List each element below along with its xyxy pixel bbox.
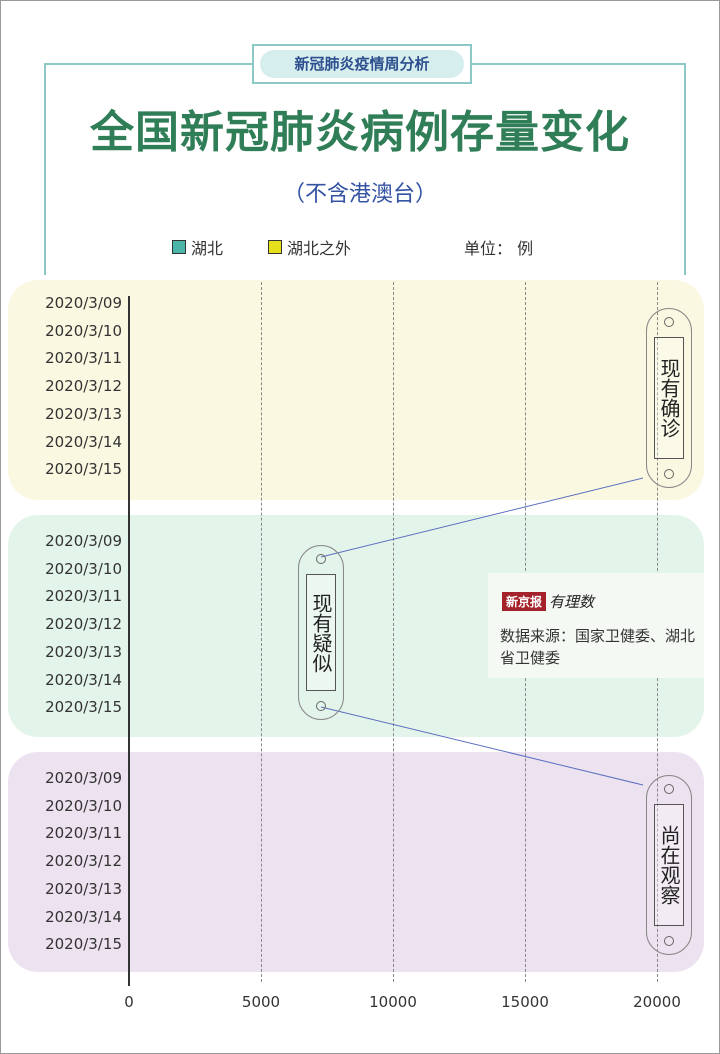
panel-confirmed bbox=[8, 280, 704, 500]
series-tag: 新冠肺炎疫情周分析 bbox=[252, 44, 472, 84]
y-tick-label: 2020/3/10 bbox=[45, 559, 122, 578]
legend-swatch-hubei bbox=[172, 240, 186, 254]
y-tick-label: 2020/3/12 bbox=[45, 377, 122, 396]
source-box: 新京报 有理数 数据来源：国家卫健委、湖北省卫健委 bbox=[488, 573, 704, 678]
logo-sub: 有理数 bbox=[549, 593, 595, 611]
y-tick-label: 2020/3/13 bbox=[45, 642, 122, 661]
gridline bbox=[393, 282, 394, 982]
panel-observed bbox=[8, 752, 704, 972]
y-tick-label: 2020/3/15 bbox=[45, 698, 122, 717]
y-tick-label: 2020/3/09 bbox=[45, 532, 122, 550]
x-tick-label: 20000 bbox=[633, 993, 681, 1011]
y-tick-label: 2020/3/12 bbox=[45, 615, 122, 634]
y-tick-label: 2020/3/15 bbox=[45, 935, 122, 954]
hole-icon bbox=[316, 554, 326, 564]
header-border-right bbox=[684, 63, 686, 275]
unit-label: 单位： 例 bbox=[464, 239, 534, 258]
group-label: 现有确诊 bbox=[654, 337, 684, 459]
source-text: 数据来源：国家卫健委、湖北省卫健委 bbox=[500, 627, 696, 667]
group-tag-suspected: 现有疑似 bbox=[298, 545, 344, 720]
y-tick-label: 2020/3/14 bbox=[45, 670, 122, 689]
legend-label: 湖北 bbox=[191, 239, 224, 258]
page-subtitle: （不含港澳台） bbox=[282, 182, 437, 207]
y-tick-label: 2020/3/09 bbox=[45, 769, 122, 787]
y-tick-label: 2020/3/12 bbox=[45, 852, 122, 871]
group-label: 尚在观察 bbox=[654, 804, 684, 926]
header-border-left bbox=[44, 63, 46, 275]
y-tick-label: 2020/3/09 bbox=[45, 294, 122, 312]
y-axis-line bbox=[128, 296, 130, 986]
legend-label: 湖北之外 bbox=[287, 239, 352, 258]
logo-text: 新京报 bbox=[502, 592, 547, 611]
y-tick-label: 2020/3/13 bbox=[45, 879, 122, 898]
y-tick-label: 2020/3/14 bbox=[45, 432, 122, 451]
series-tag-text: 新冠肺炎疫情周分析 bbox=[260, 50, 464, 78]
group-tag-confirmed: 现有确诊 bbox=[646, 308, 692, 488]
x-tick-label: 0 bbox=[124, 993, 134, 1011]
header-rule-left bbox=[44, 63, 252, 65]
x-tick-label: 15000 bbox=[501, 993, 549, 1011]
legend-hubei: 湖北 bbox=[172, 235, 223, 259]
x-tick-label: 10000 bbox=[369, 993, 417, 1011]
y-tick-label: 2020/3/10 bbox=[45, 796, 122, 815]
x-tick-label: 5000 bbox=[241, 993, 281, 1011]
hole-icon bbox=[664, 784, 674, 794]
hole-icon bbox=[664, 317, 674, 327]
y-tick-label: 2020/3/11 bbox=[45, 349, 122, 368]
y-tick-label: 2020/3/15 bbox=[45, 460, 122, 479]
y-tick-label: 2020/3/10 bbox=[45, 321, 122, 340]
group-tag-observed: 尚在观察 bbox=[646, 775, 692, 955]
y-tick-label: 2020/3/14 bbox=[45, 907, 122, 926]
legend-swatch-outside bbox=[268, 240, 282, 254]
connector-line bbox=[320, 706, 644, 786]
y-tick-label: 2020/3/13 bbox=[45, 404, 122, 423]
connector-line bbox=[320, 477, 644, 558]
hole-icon bbox=[664, 469, 674, 479]
gridline bbox=[261, 282, 262, 982]
header-rule-right bbox=[472, 63, 686, 65]
legend-outside-hubei: 湖北之外 bbox=[268, 235, 351, 259]
hole-icon bbox=[316, 701, 326, 711]
page-title: 全国新冠肺炎病例存量变化 bbox=[90, 107, 630, 158]
group-label: 现有疑似 bbox=[306, 574, 336, 691]
publisher-logo: 新京报 有理数 bbox=[502, 591, 594, 612]
y-tick-label: 2020/3/11 bbox=[45, 824, 122, 843]
hole-icon bbox=[664, 936, 674, 946]
y-tick-label: 2020/3/11 bbox=[45, 587, 122, 606]
